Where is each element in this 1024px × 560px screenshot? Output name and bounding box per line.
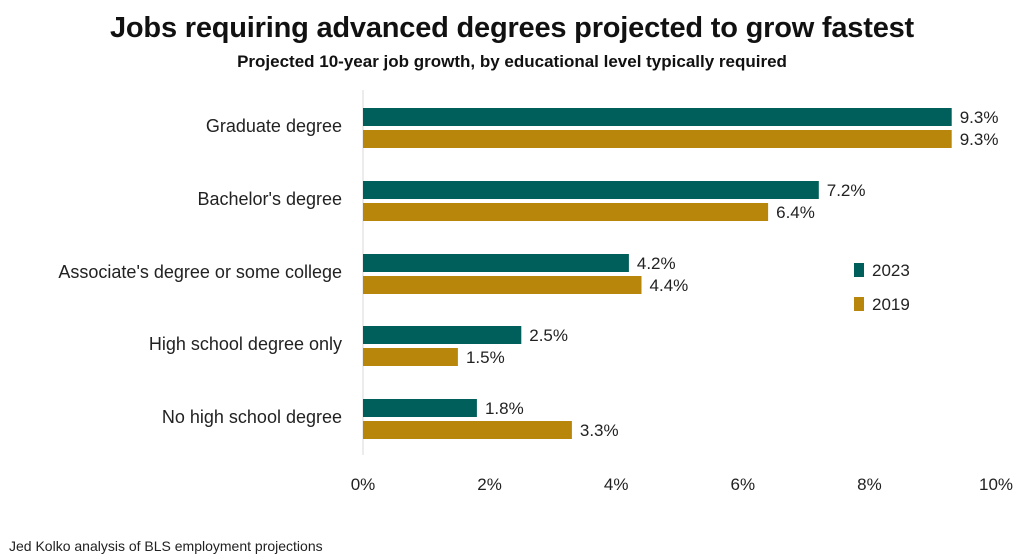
bar-2019 [363,348,458,366]
chart-title: Jobs requiring advanced degrees projecte… [109,12,915,44]
bar-2019 [363,276,642,294]
x-tick-label: 4% [604,475,629,494]
chart-subtitle: Projected 10-year job growth, by educati… [237,52,787,71]
bar-2023 [363,399,477,417]
category-label: Bachelor's degree [197,189,342,209]
value-label-2019: 1.5% [466,348,505,367]
bar-2019 [363,421,572,439]
value-label-2019: 4.4% [650,276,689,295]
x-tick-label: 2% [477,475,502,494]
value-label-2023: 1.8% [485,399,524,418]
category-label: High school degree only [149,334,342,354]
legend-swatch-2023 [854,263,864,277]
bar-2023 [363,254,629,272]
legend-label-2023: 2023 [872,261,910,280]
x-tick-label: 8% [857,475,882,494]
value-label-2023: 9.3% [960,108,999,127]
category-label: Associate's degree or some college [58,262,342,282]
x-tick-label: 0% [351,475,376,494]
x-tick-label: 10% [979,475,1013,494]
value-label-2023: 4.2% [637,254,676,273]
value-label-2019: 9.3% [960,130,999,149]
value-label-2019: 3.3% [580,421,619,440]
bar-2019 [363,203,769,221]
bar-2019 [363,130,952,148]
bar-2023 [363,326,522,344]
value-label-2019: 6.4% [776,203,815,222]
source-note: Jed Kolko analysis of BLS employment pro… [9,538,323,554]
category-label: No high school degree [162,407,342,427]
x-tick-label: 6% [731,475,756,494]
legend-swatch-2019 [854,297,864,311]
bar-2023 [363,181,819,199]
value-label-2023: 7.2% [827,181,866,200]
value-label-2023: 2.5% [529,326,568,345]
legend-label-2019: 2019 [872,295,910,314]
bar-2023 [363,108,952,126]
category-label: Graduate degree [206,116,342,136]
